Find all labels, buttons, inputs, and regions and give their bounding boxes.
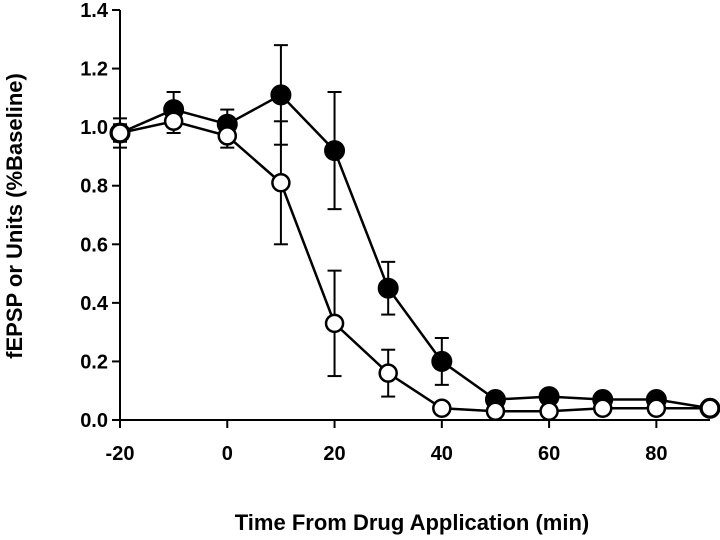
y-tick-label: 1.2 (80, 59, 108, 81)
data-point (432, 398, 452, 419)
x-tick-label: 60 (538, 443, 560, 465)
data-point (700, 398, 720, 419)
y-tick-label: 1.4 (80, 0, 109, 22)
y-axis-title: fEPSP or Units (%Baseline) (2, 73, 27, 359)
axes: 0.0 0.2 0.4 0.6 0.8 1.0 1.2 1.4 -20 0 20 40 60 80 (80, 0, 710, 465)
x-tick-label: 80 (645, 443, 667, 465)
x-tick-label: 0 (222, 443, 233, 465)
data-point (110, 123, 130, 143)
x-axis-title: Time From Drug Application (min) (235, 510, 589, 535)
data-point (270, 84, 292, 106)
data-point (324, 140, 346, 162)
data-point (485, 401, 506, 421)
data-point (217, 126, 238, 146)
data-point (163, 111, 184, 132)
y-tick-label: 0.4 (80, 293, 109, 315)
y-tick-label: 0.8 (80, 176, 108, 198)
series-layer (109, 44, 720, 421)
x-tick-label: -20 (106, 443, 135, 465)
series-2 (110, 108, 720, 421)
data-point (324, 313, 345, 334)
data-point (377, 277, 399, 299)
data-point (378, 363, 398, 383)
x-tick-label: 20 (323, 443, 345, 465)
data-point (646, 398, 667, 419)
y-tick-label: 0.2 (80, 351, 108, 373)
y-tick-label: 1.0 (80, 117, 108, 139)
series-line (119, 93, 711, 410)
y-tick-label: 0.0 (80, 410, 108, 432)
data-point (592, 398, 613, 419)
y-tick-label: 0.6 (80, 234, 108, 256)
series-1 (109, 44, 720, 419)
x-tick-label: 40 (431, 443, 453, 465)
data-point (271, 173, 291, 193)
series-line (119, 119, 710, 413)
data-point (431, 350, 453, 372)
data-point (539, 401, 559, 421)
